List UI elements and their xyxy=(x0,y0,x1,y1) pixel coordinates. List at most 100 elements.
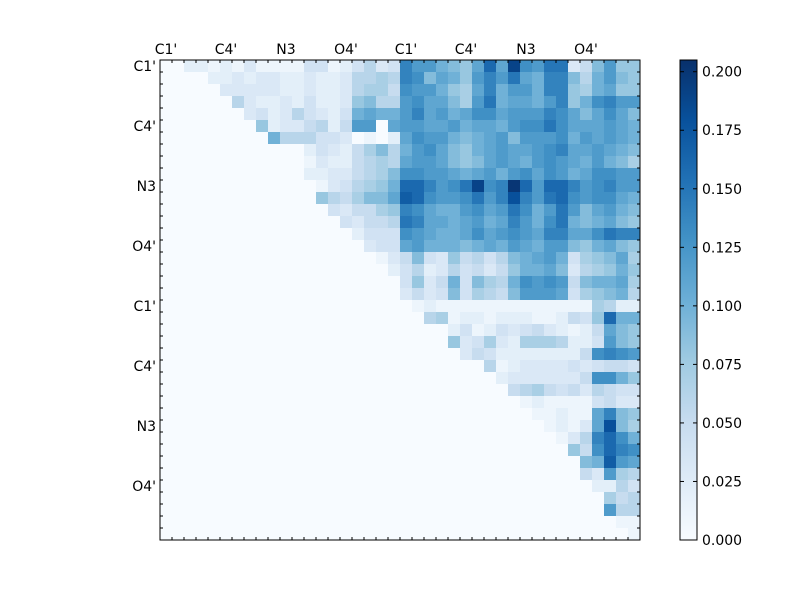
heatmap-cell xyxy=(304,420,317,433)
heatmap-cell xyxy=(244,432,257,445)
heatmap-cell xyxy=(508,444,521,457)
heatmap-cell xyxy=(292,360,305,373)
heatmap-cell xyxy=(412,276,425,289)
heatmap-cell xyxy=(388,288,401,301)
heatmap-cell xyxy=(544,468,557,481)
heatmap-cell xyxy=(448,60,461,73)
heatmap-cell xyxy=(352,216,365,229)
heatmap-cell xyxy=(388,84,401,97)
heatmap-cell xyxy=(208,360,221,373)
heatmap-cell xyxy=(628,324,641,337)
heatmap-cell xyxy=(460,504,473,517)
heatmap-cell xyxy=(616,360,629,373)
heatmap-cell xyxy=(220,528,233,541)
heatmap-cell xyxy=(232,348,245,361)
heatmap-cell xyxy=(448,228,461,241)
heatmap-cell xyxy=(436,312,449,325)
heatmap-cell xyxy=(220,216,233,229)
heatmap-cell xyxy=(460,492,473,505)
heatmap-cell xyxy=(340,480,353,493)
heatmap-cell xyxy=(412,516,425,529)
heatmap-cell xyxy=(388,312,401,325)
heatmap-cell xyxy=(472,108,485,121)
heatmap-cell xyxy=(448,480,461,493)
heatmap-cell xyxy=(196,504,209,517)
heatmap-cell xyxy=(232,480,245,493)
heatmap-cell xyxy=(460,468,473,481)
heatmap-cell xyxy=(304,156,317,169)
heatmap-cell xyxy=(472,468,485,481)
heatmap-cell xyxy=(376,132,389,145)
heatmap-cell xyxy=(580,348,593,361)
y-tick-label: O4' xyxy=(132,479,156,495)
heatmap-cell xyxy=(616,348,629,361)
heatmap-cell xyxy=(508,372,521,385)
heatmap-cell xyxy=(400,180,413,193)
heatmap-cell xyxy=(388,348,401,361)
heatmap-cell xyxy=(568,408,581,421)
heatmap-cell xyxy=(220,144,233,157)
heatmap-cell xyxy=(364,516,377,529)
heatmap-cell xyxy=(280,468,293,481)
heatmap-cell xyxy=(616,516,629,529)
heatmap-cell xyxy=(340,432,353,445)
heatmap-cell xyxy=(580,192,593,205)
heatmap-cell xyxy=(232,360,245,373)
heatmap-cell xyxy=(352,156,365,169)
heatmap-cell xyxy=(400,504,413,517)
heatmap-cell xyxy=(172,180,185,193)
heatmap-cell xyxy=(280,144,293,157)
heatmap-cell xyxy=(328,84,341,97)
heatmap-cell xyxy=(316,372,329,385)
heatmap-cell xyxy=(292,432,305,445)
heatmap-cell xyxy=(376,492,389,505)
heatmap-cell xyxy=(160,420,173,433)
heatmap-cell xyxy=(472,180,485,193)
heatmap-cell xyxy=(568,516,581,529)
heatmap-cell xyxy=(304,432,317,445)
heatmap-cell xyxy=(580,360,593,373)
heatmap-cell xyxy=(256,336,269,349)
heatmap-cell xyxy=(436,360,449,373)
heatmap-cell xyxy=(592,240,605,253)
heatmap-cell xyxy=(628,180,641,193)
heatmap-cell xyxy=(244,348,257,361)
heatmap-cell xyxy=(232,420,245,433)
heatmap-cell xyxy=(352,96,365,109)
heatmap-cell xyxy=(484,72,497,85)
heatmap-cell xyxy=(340,528,353,541)
heatmap-cell xyxy=(364,300,377,313)
heatmap-cell xyxy=(256,264,269,277)
heatmap-cell xyxy=(424,216,437,229)
heatmap-cell xyxy=(616,372,629,385)
heatmap-cell xyxy=(484,180,497,193)
heatmap-cell xyxy=(388,492,401,505)
heatmap-cell xyxy=(616,228,629,241)
heatmap-cell xyxy=(532,60,545,73)
heatmap-cell xyxy=(460,60,473,73)
heatmap-cell xyxy=(544,156,557,169)
heatmap-cell xyxy=(160,492,173,505)
heatmap-cell xyxy=(376,168,389,181)
heatmap-cell xyxy=(280,96,293,109)
heatmap-cell xyxy=(424,288,437,301)
heatmap-cell xyxy=(520,432,533,445)
heatmap-cell xyxy=(400,516,413,529)
heatmap-cell xyxy=(328,300,341,313)
heatmap-cell xyxy=(208,480,221,493)
heatmap-cell xyxy=(460,372,473,385)
heatmap-cell xyxy=(400,96,413,109)
heatmap-cell xyxy=(544,132,557,145)
heatmap-cell xyxy=(256,96,269,109)
heatmap-cell xyxy=(388,372,401,385)
heatmap-cell xyxy=(340,360,353,373)
heatmap-cell xyxy=(316,336,329,349)
heatmap-cell xyxy=(172,60,185,73)
heatmap-cell xyxy=(388,108,401,121)
heatmap-cell xyxy=(352,432,365,445)
heatmap-cell xyxy=(244,492,257,505)
heatmap-cell xyxy=(484,192,497,205)
heatmap-cell xyxy=(316,408,329,421)
heatmap-cell xyxy=(604,420,617,433)
heatmap-cell xyxy=(616,384,629,397)
